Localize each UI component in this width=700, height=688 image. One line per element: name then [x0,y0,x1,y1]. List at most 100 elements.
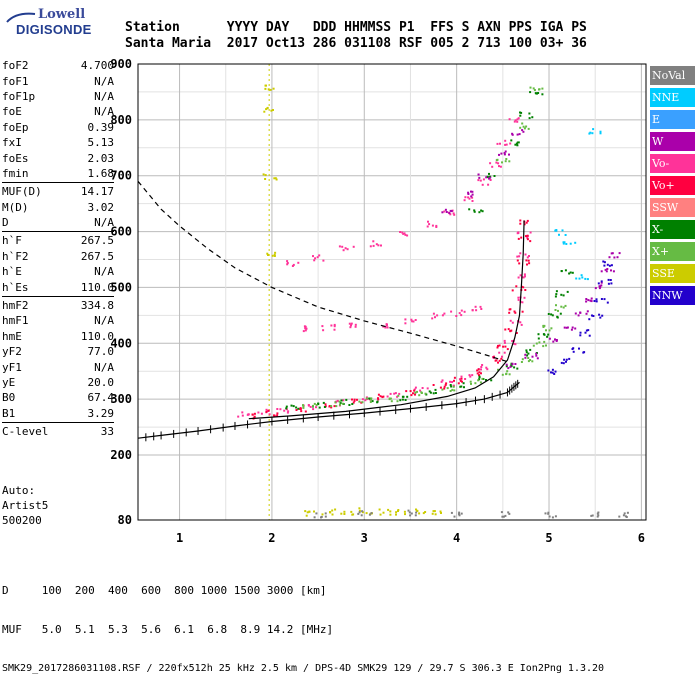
data-point [560,293,563,296]
data-point [510,139,513,142]
data-point [546,335,549,338]
data-point [467,193,470,195]
data-point [521,122,524,125]
data-point [501,355,503,358]
data-point [521,301,524,304]
data-point [241,411,244,414]
data-point [463,386,465,389]
data-point [440,512,442,514]
data-point [398,392,401,395]
data-point [570,328,573,331]
data-point [253,412,256,415]
data-point [554,229,557,232]
data-point [516,133,519,136]
param-key: B0 [2,391,16,405]
param-value: 5.13 [87,136,115,150]
data-point [460,314,463,317]
data-point [444,383,447,386]
data-point [509,142,512,145]
param-row: B0 67.4 [2,390,114,405]
data-point [504,345,507,348]
data-point [605,270,608,273]
data-point [458,513,460,516]
param-row: foF2 4.700 [2,58,114,73]
data-point [597,511,600,514]
data-point [528,262,531,265]
data-point [504,139,507,142]
data-point [348,404,351,406]
param-key: h`E [2,265,22,279]
data-point [595,300,598,303]
data-point [574,241,577,244]
data-point [295,409,298,411]
data-point [432,392,435,395]
data-point [531,360,534,363]
data-point [488,172,490,175]
chart-grid [138,64,646,520]
data-point [511,289,514,292]
data-point [375,243,378,246]
param-value: 3.29 [87,406,115,420]
param-value: N/A [94,314,114,328]
data-point [439,510,442,513]
data-point [587,299,590,302]
data-point [525,351,528,354]
data-point [304,327,307,330]
data-point [320,516,322,519]
data-point [479,179,482,182]
data-point [470,195,473,198]
data-point [478,371,481,374]
data-point [351,513,354,516]
data-point [526,219,529,222]
data-point [589,131,592,134]
data-point [365,396,368,399]
data-point [548,515,551,518]
data-point [471,190,474,193]
header-values-cell: 2017 [226,36,266,51]
data-point [452,212,455,215]
data-point [399,399,402,402]
data-point [439,386,442,389]
data-point [357,512,360,515]
data-point [339,403,341,406]
data-point [361,401,364,404]
data-point [529,86,532,89]
data-point [264,174,267,177]
data-point [432,384,435,386]
data-point [517,117,520,120]
param-value: 33 [100,425,114,439]
data-point [396,395,399,398]
data-point [486,175,489,178]
data-point [513,310,516,313]
data-point [526,236,529,239]
data-point [517,298,520,301]
data-point [604,268,607,271]
data-point [431,512,434,515]
data-point [451,381,454,383]
data-point [611,252,614,255]
legend-item-nnw: NNW [650,286,695,305]
data-point [460,385,463,388]
data-point [397,510,399,512]
param-key: foF2 [2,59,29,73]
data-point [389,510,392,513]
data-point [452,385,455,388]
data-point [401,398,404,401]
data-point [318,254,321,257]
header-values-cell: 03+ [539,36,572,51]
data-point [481,210,484,213]
data-point [304,325,307,328]
data-point [542,326,545,328]
data-point [322,259,325,262]
header-values-cell: 005 [430,36,462,51]
data-point [469,380,472,383]
param-separator [2,231,114,233]
data-point [370,512,373,515]
data-point [330,406,333,409]
data-point [485,379,487,381]
param-row: yF2 77.0 [2,344,114,359]
data-point [433,510,436,513]
data-point [537,337,540,340]
data-point [535,352,538,355]
y-tick-label: 200 [110,448,132,462]
